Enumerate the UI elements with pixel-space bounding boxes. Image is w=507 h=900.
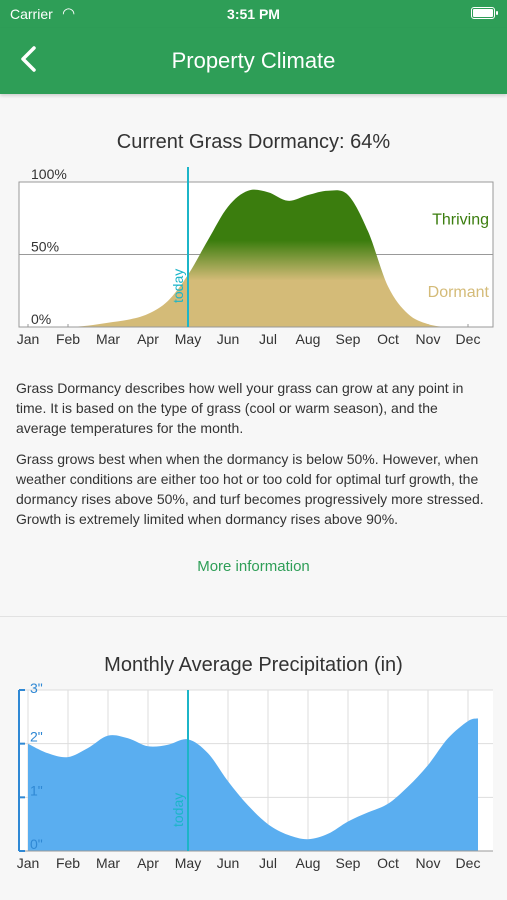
precipitation-x-tick-label: Jul — [259, 855, 277, 871]
dormant-label: Dormant — [428, 284, 490, 301]
wifi-icon: ◠ — [62, 5, 76, 22]
precipitation-chart-title: Monthly Average Precipitation (in) — [104, 654, 403, 676]
dormancy-x-tick-label: Nov — [416, 331, 441, 347]
precipitation-area — [28, 718, 478, 851]
dormancy-description: Grass Dormancy describes how well your g… — [16, 380, 464, 436]
status-bar: Carrier ◠ 3:51 PM — [0, 0, 507, 28]
chevron-left-icon — [21, 46, 36, 72]
dormancy-x-tick-label: May — [175, 331, 201, 347]
dormancy-area — [28, 189, 468, 328]
precipitation-x-tick-label: Mar — [96, 855, 120, 871]
dormancy-x-tick-label: Oct — [377, 331, 399, 347]
dormancy-y-tick-label: 100% — [31, 166, 67, 182]
precipitation-x-tick-label: Feb — [56, 855, 80, 871]
dormancy-today-label: today — [170, 269, 186, 303]
dormancy-growth-description: Grass grows best when when the dormancy … — [16, 451, 484, 527]
dormancy-x-tick-label: Jun — [217, 331, 240, 347]
precipitation-y-tick-label: 2" — [30, 729, 43, 745]
status-time: 3:51 PM — [227, 6, 280, 22]
thriving-label: Thriving — [432, 211, 489, 228]
back-button[interactable] — [14, 42, 44, 76]
battery-icon — [471, 7, 498, 19]
precipitation-x-tick-label: Apr — [137, 855, 159, 871]
precipitation-y-tick-label: 1" — [30, 782, 43, 798]
dormancy-x-tick-label: Mar — [96, 331, 120, 347]
precipitation-x-tick-label: Aug — [296, 855, 321, 871]
more-information-link[interactable]: More information — [197, 558, 310, 575]
precipitation-x-tick-label: Nov — [416, 855, 441, 871]
dormancy-y-tick-label: 0% — [31, 311, 51, 327]
page-title: Property Climate — [171, 48, 336, 73]
precipitation-chart: 0" 1" 2" 3" Jan Feb Mar Apr May Jun Jul Aug Sep Oct No… — [17, 680, 493, 871]
carrier-label: Carrier — [10, 6, 53, 22]
precipitation-y-tick-label: 0" — [30, 836, 43, 852]
dormancy-x-tick-label: Sep — [336, 331, 361, 347]
dormancy-x-tick-label: Aug — [296, 331, 321, 347]
dormancy-y-tick-label: 50% — [31, 239, 59, 255]
section-divider — [0, 616, 507, 617]
dormancy-x-tick-label: Apr — [137, 331, 159, 347]
precipitation-x-tick-label: Jun — [217, 855, 240, 871]
dormancy-x-tick-label: Dec — [456, 331, 481, 347]
dormancy-x-tick-label: Jul — [259, 331, 277, 347]
precipitation-x-tick-label: May — [175, 855, 201, 871]
precipitation-x-tick-label: Sep — [336, 855, 361, 871]
precipitation-y-tick-label: 3" — [30, 680, 43, 696]
precipitation-today-label: today — [170, 793, 186, 827]
dormancy-chart: 0% 50% 100% Jan Feb Mar Apr May Jun Jul Aug Sep Oct N… — [17, 166, 494, 347]
dormancy-plot-border — [18, 181, 494, 328]
dormancy-chart-title: Current Grass Dormancy: 64% — [116, 131, 391, 153]
nav-bar: Property Climate — [0, 28, 507, 94]
precipitation-x-tick-label: Dec — [456, 855, 481, 871]
precipitation-x-tick-label: Jan — [17, 855, 40, 871]
dormancy-x-tick-label: Jan — [17, 331, 40, 347]
precipitation-x-tick-label: Oct — [377, 855, 399, 871]
dormancy-x-tick-label: Feb — [56, 331, 80, 347]
